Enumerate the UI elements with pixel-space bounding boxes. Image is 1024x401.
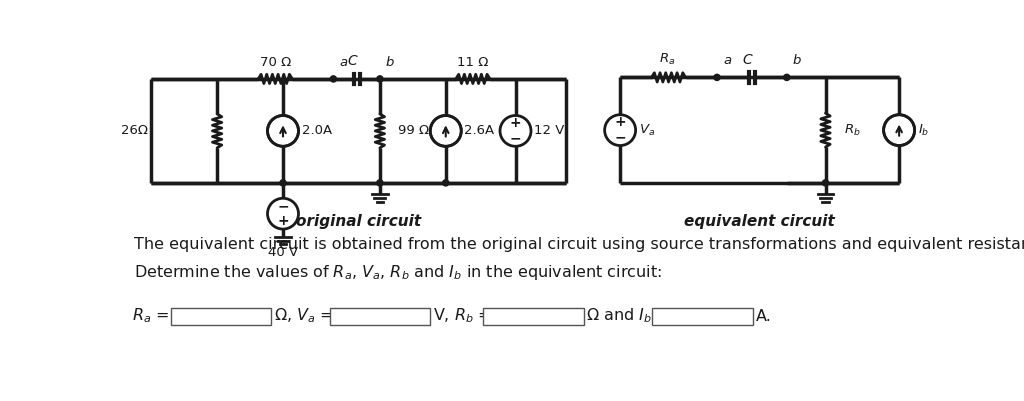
Circle shape [377,180,383,186]
Text: a: a [723,55,731,67]
Text: $I_b$: $I_b$ [918,123,929,138]
Text: 12 V: 12 V [535,124,564,138]
Text: 26Ω: 26Ω [121,124,148,138]
Text: +: + [614,115,626,130]
Text: C: C [347,54,356,68]
Text: +: + [278,215,289,229]
Text: Ω, $V_a$ =: Ω, $V_a$ = [273,307,333,326]
Text: $V_a$: $V_a$ [639,123,655,138]
Text: 2.6A: 2.6A [464,124,495,138]
Circle shape [604,115,636,146]
Text: A.: A. [756,309,772,324]
Bar [171,308,271,324]
Text: 70 Ω: 70 Ω [260,56,291,69]
Text: −: − [278,199,289,213]
Circle shape [500,115,531,146]
Text: $R_a$: $R_a$ [658,52,675,67]
Text: 2.0A: 2.0A [302,124,332,138]
Text: +: + [510,116,521,130]
Text: 11 Ω: 11 Ω [457,56,488,69]
Circle shape [822,180,828,186]
Text: Ω and $I_b$ =: Ω and $I_b$ = [586,307,670,326]
Text: Determine the values of $R_a$, $V_a$, $R_b$ and $I_b$ in the equivalent circuit:: Determine the values of $R_a$, $V_a$, $R… [134,263,663,282]
Circle shape [884,115,914,146]
Circle shape [714,74,720,81]
Text: −: − [614,131,626,145]
Circle shape [280,180,286,186]
Text: −: − [510,132,521,146]
Text: C: C [742,53,752,67]
Text: b: b [385,56,393,69]
Text: The equivalent circuit is obtained from the original circuit using source transf: The equivalent circuit is obtained from … [134,237,1024,252]
Circle shape [430,115,461,146]
Text: $R_b$: $R_b$ [844,123,861,138]
Circle shape [267,115,299,146]
Text: $R_a$ =: $R_a$ = [132,307,169,326]
Bar [483,308,584,324]
Text: 99 Ω: 99 Ω [398,124,430,138]
Text: a: a [340,56,348,69]
Circle shape [331,76,337,82]
Text: original circuit: original circuit [296,214,421,229]
Circle shape [267,198,299,229]
Bar [330,308,430,324]
Bar [652,308,753,324]
Circle shape [377,76,383,82]
Text: equivalent circuit: equivalent circuit [684,214,835,229]
Text: V, $R_b$ =: V, $R_b$ = [432,307,492,326]
Circle shape [442,180,449,186]
Circle shape [783,74,790,81]
Text: b: b [793,55,801,67]
Text: 40 V: 40 V [268,246,298,259]
